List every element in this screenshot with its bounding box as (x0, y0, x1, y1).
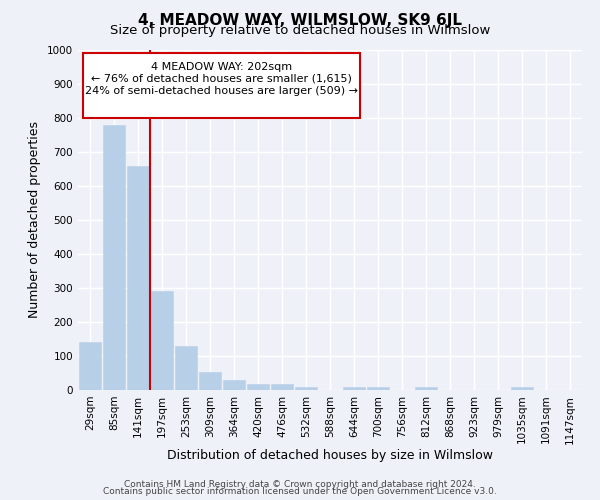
Bar (511, 386, 533, 390)
Text: Size of property relative to detached houses in Wilmslow: Size of property relative to detached ho… (110, 24, 490, 37)
Text: 4, MEADOW WAY, WILMSLOW, SK9 6JL: 4, MEADOW WAY, WILMSLOW, SK9 6JL (138, 12, 462, 28)
Bar (271, 384, 293, 390)
Text: 24% of semi-detached houses are larger (509) →: 24% of semi-detached houses are larger (… (85, 86, 358, 96)
Text: Contains HM Land Registry data © Crown copyright and database right 2024.: Contains HM Land Registry data © Crown c… (124, 480, 476, 489)
Bar (127, 166, 149, 390)
Bar (103, 125, 125, 390)
Text: Contains public sector information licensed under the Open Government Licence v3: Contains public sector information licen… (103, 487, 497, 496)
Bar (199, 372, 221, 390)
Bar (415, 386, 437, 390)
FancyBboxPatch shape (83, 54, 360, 118)
Bar (295, 386, 317, 390)
Bar (151, 292, 173, 390)
Bar (367, 386, 389, 390)
Text: ← 76% of detached houses are smaller (1,615): ← 76% of detached houses are smaller (1,… (91, 74, 352, 84)
Bar (175, 346, 197, 390)
Bar (223, 380, 245, 390)
Bar (343, 386, 365, 390)
Bar (79, 342, 101, 390)
Y-axis label: Number of detached properties: Number of detached properties (28, 122, 41, 318)
X-axis label: Distribution of detached houses by size in Wilmslow: Distribution of detached houses by size … (167, 449, 493, 462)
Bar (247, 384, 269, 390)
Text: 4 MEADOW WAY: 202sqm: 4 MEADOW WAY: 202sqm (151, 62, 292, 72)
